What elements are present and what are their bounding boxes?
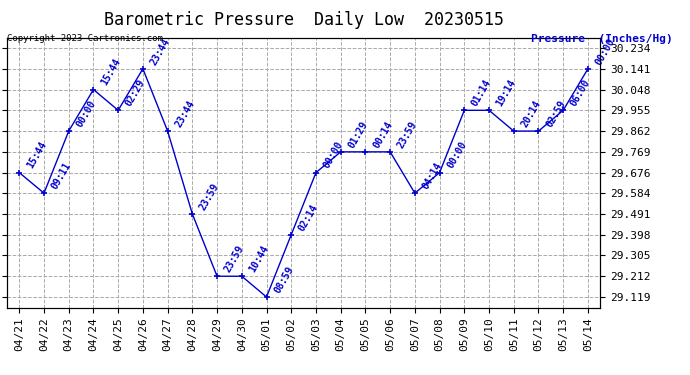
Text: 23:44: 23:44 (173, 99, 197, 129)
Text: 00:00: 00:00 (322, 140, 345, 171)
Text: Pressure  (Inches/Hg): Pressure (Inches/Hg) (531, 34, 673, 44)
Text: 23:59: 23:59 (198, 182, 221, 212)
Text: 08:59: 08:59 (272, 264, 295, 295)
Text: 19:14: 19:14 (495, 78, 518, 108)
Text: 20:14: 20:14 (520, 99, 542, 129)
Text: 01:14: 01:14 (470, 78, 493, 108)
Text: 23:59: 23:59 (395, 119, 419, 150)
Text: 00:14: 00:14 (371, 119, 394, 150)
Text: 00:00: 00:00 (75, 99, 97, 129)
Text: 23:59: 23:59 (223, 244, 246, 274)
Text: 15:44: 15:44 (99, 57, 122, 87)
Text: 09:11: 09:11 (50, 160, 73, 191)
Text: 23:44: 23:44 (148, 36, 172, 67)
Text: 10:44: 10:44 (247, 244, 270, 274)
Text: 01:29: 01:29 (346, 119, 370, 150)
Text: 02:14: 02:14 (297, 202, 320, 232)
Text: 06:00: 06:00 (569, 78, 592, 108)
Text: 04:14: 04:14 (420, 160, 444, 191)
Text: 02:29: 02:29 (124, 78, 147, 108)
Text: 00:00: 00:00 (593, 36, 617, 67)
Text: 00:00: 00:00 (445, 140, 469, 171)
Text: Copyright 2023 Cartronics.com: Copyright 2023 Cartronics.com (7, 34, 163, 43)
Text: 02:59: 02:59 (544, 99, 567, 129)
Text: 15:44: 15:44 (25, 140, 48, 171)
Text: Barometric Pressure  Daily Low  20230515: Barometric Pressure Daily Low 20230515 (104, 11, 504, 29)
